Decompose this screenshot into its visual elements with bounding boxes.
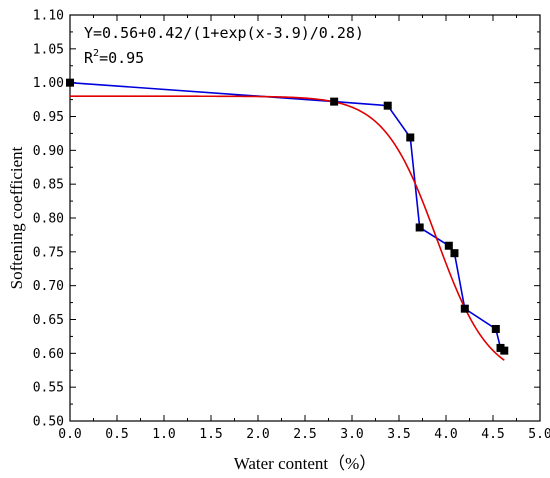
y-tick-label: 1.00 (33, 76, 64, 91)
x-tick-label: 2.5 (293, 427, 316, 442)
y-tick-label: 0.55 (33, 381, 64, 396)
r-squared-annotation: R2=0.95 (84, 48, 144, 67)
data-point-marker (330, 97, 339, 106)
fit-equation-annotation: Y=0.56+0.42/(1+exp(x-3.9)/0.28) (84, 24, 364, 42)
y-tick-label: 0.95 (33, 110, 64, 125)
x-tick-label: 0.5 (105, 427, 128, 442)
x-tick-label: 1.5 (199, 427, 222, 442)
data-point-marker (383, 101, 392, 110)
x-tick-labels: 0.0 0.5 1.0 1.5 2.0 2.5 3.0 3.5 4.0 4.5 5.0 (58, 427, 550, 442)
data-point-marker (450, 249, 459, 258)
x-tick-label: 3.5 (387, 427, 410, 442)
x-tick-label: 4.5 (481, 427, 504, 442)
y-axis-title: Softening coefficient (7, 146, 26, 289)
y-tick-labels: 0.50 0.55 0.60 0.65 0.70 0.75 0.80 0.85 0.90 0.95… (33, 9, 64, 430)
y-tick-label: 1.05 (33, 42, 64, 57)
x-tick-label: 4.0 (434, 427, 457, 442)
data-point-marker (66, 78, 74, 87)
x-tick-label: 5.0 (528, 427, 550, 442)
data-point-marker (500, 346, 509, 355)
y-tick-label: 0.65 (33, 313, 64, 328)
fitted-curve-line (70, 95, 505, 361)
y-tick-label: 0.50 (33, 415, 64, 430)
y-tick-label: 0.75 (33, 245, 64, 260)
data-point-marker (491, 324, 500, 333)
data-point-marker (415, 223, 424, 232)
minor-ticks (70, 15, 540, 421)
y-tick-label: 0.60 (33, 347, 64, 362)
r-squared-superscript: 2 (93, 48, 99, 59)
data-point-marker (460, 304, 469, 313)
x-tick-label: 0.0 (58, 427, 81, 442)
plot-area-frame (69, 14, 541, 422)
x-tick-label: 1.0 (152, 427, 175, 442)
y-tick-label: 0.80 (33, 212, 64, 227)
data-point-marker (444, 241, 453, 250)
data-point-marker (406, 133, 415, 142)
y-tick-label: 1.10 (33, 9, 64, 24)
x-axis-title: Water content（%） (234, 454, 377, 473)
y-tick-label: 0.85 (33, 178, 64, 193)
major-ticks (69, 14, 541, 422)
r-squared-prefix: R (84, 49, 94, 67)
series-layer (66, 78, 509, 361)
r-squared-value: =0.95 (99, 49, 144, 67)
y-tick-label: 0.90 (33, 144, 64, 159)
x-tick-label: 2.0 (246, 427, 269, 442)
y-tick-label: 0.70 (33, 279, 64, 294)
x-tick-label: 3.0 (340, 427, 363, 442)
